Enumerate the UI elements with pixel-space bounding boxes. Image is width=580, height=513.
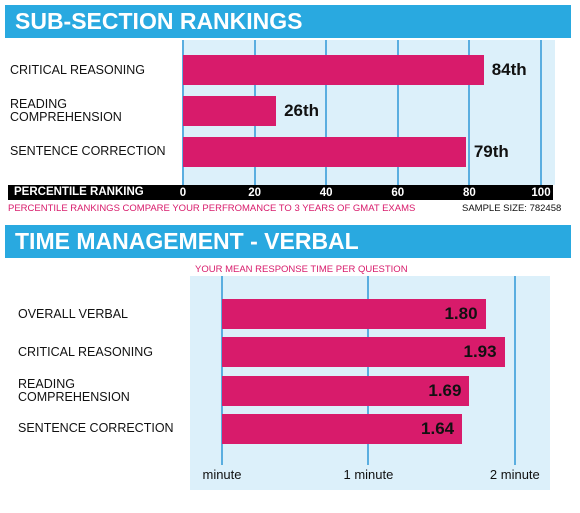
bar <box>222 337 505 368</box>
bar <box>222 413 463 444</box>
bar <box>222 299 486 330</box>
x-tick-label: 20 <box>248 187 261 199</box>
value-label: 1.80 <box>444 304 478 324</box>
sample-size: SAMPLE SIZE: 782458 <box>462 203 562 214</box>
subtitle: YOUR MEAN RESPONSE TIME PER QUESTION <box>195 264 408 275</box>
axis-bar <box>8 185 553 200</box>
x-tick-label: 40 <box>319 187 333 199</box>
x-axis-label: PERCENTILE RANKING <box>14 186 144 198</box>
x-tick-label: minute <box>202 467 242 482</box>
category-label: READING COMPREHENSION <box>18 376 130 404</box>
x-tick-label: 2 minute <box>489 467 540 482</box>
x-tick-label: 1 minute <box>343 467 394 482</box>
value-label: 79th <box>473 141 509 161</box>
bar <box>222 375 470 406</box>
x-tick-label: 100 <box>531 187 551 199</box>
section-banner: SUB-SECTION RANKINGS <box>5 5 571 38</box>
category-label: CRITICAL REASONING <box>10 62 145 77</box>
bar <box>183 96 277 126</box>
category-label: SENTENCE CORRECTION <box>18 421 174 436</box>
category-label: SENTENCE CORRECTION <box>10 144 166 159</box>
grid-line <box>325 40 328 185</box>
value-label: 1.93 <box>463 342 497 362</box>
category-label: CRITICAL REASONING <box>18 344 153 359</box>
value-label: 1.69 <box>428 380 462 400</box>
value-label: 1.64 <box>421 418 455 438</box>
grid-line <box>367 276 370 465</box>
grid-line <box>468 40 471 185</box>
x-tick-label: 80 <box>462 187 476 199</box>
section-banner: TIME MANAGEMENT - VERBAL <box>5 225 571 258</box>
category-label: READING COMPREHENSION <box>10 97 122 124</box>
grid-line <box>513 276 516 465</box>
x-tick-label: 60 <box>391 187 405 199</box>
grid-line <box>540 40 542 185</box>
bar <box>183 55 484 86</box>
note: PERCENTILE RANKINGS COMPARE YOUR PERFROM… <box>8 203 416 214</box>
value-label: 26th <box>284 101 320 120</box>
grid-line <box>221 276 223 465</box>
category-label: OVERALL VERBAL <box>18 306 129 321</box>
x-tick-label: 0 <box>179 187 187 199</box>
value-label: 84th <box>491 60 527 80</box>
bar <box>183 136 466 167</box>
grid-line <box>396 40 399 185</box>
